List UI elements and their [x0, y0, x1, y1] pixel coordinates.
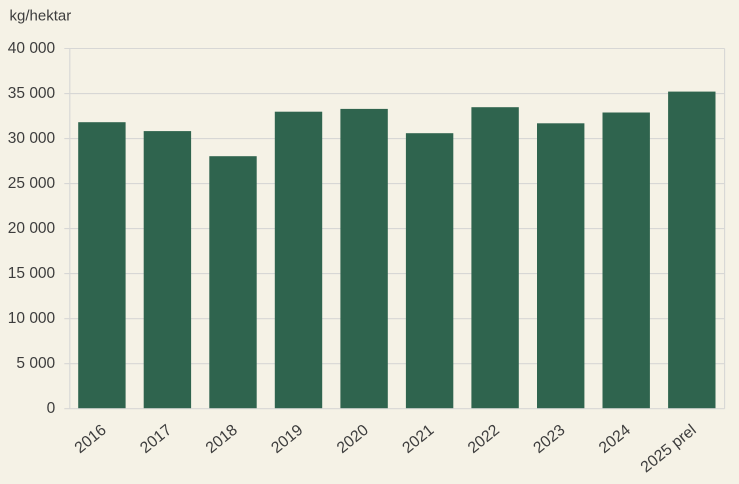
- svg-text:25 000: 25 000: [8, 175, 56, 192]
- svg-text:5 000: 5 000: [16, 355, 55, 372]
- svg-text:40 000: 40 000: [8, 40, 56, 57]
- svg-text:30 000: 30 000: [8, 130, 56, 147]
- svg-text:15 000: 15 000: [8, 265, 56, 282]
- svg-text:20 000: 20 000: [8, 220, 56, 237]
- svg-text:10 000: 10 000: [8, 310, 56, 327]
- svg-text:kg/hektar: kg/hektar: [10, 8, 72, 25]
- svg-text:0: 0: [47, 400, 56, 417]
- svg-text:35 000: 35 000: [8, 85, 56, 102]
